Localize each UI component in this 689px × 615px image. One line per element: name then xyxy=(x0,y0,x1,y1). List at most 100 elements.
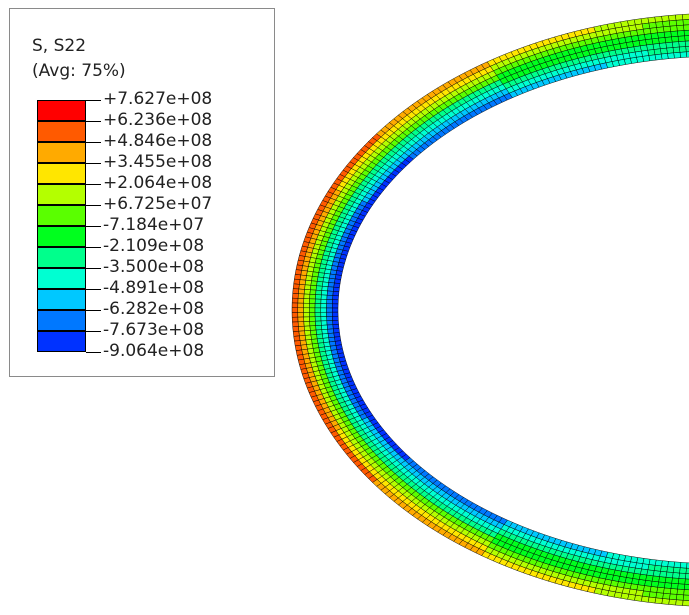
legend-level-label: -7.673e+08 xyxy=(103,322,204,339)
mesh-element xyxy=(293,327,299,332)
mesh-element xyxy=(309,312,315,317)
mesh-element xyxy=(294,279,300,284)
mesh-element xyxy=(327,291,333,296)
mesh-element xyxy=(293,284,299,289)
mesh-element xyxy=(333,324,339,328)
mesh-element xyxy=(323,278,329,283)
mesh-element xyxy=(299,284,305,289)
mesh-element xyxy=(676,20,683,26)
legend-swatch xyxy=(37,226,86,247)
mesh-element xyxy=(332,308,338,312)
legend-tick xyxy=(86,226,101,227)
mesh-element xyxy=(654,49,661,55)
legend-level-label: -9.064e+08 xyxy=(103,343,204,360)
mesh-element xyxy=(659,43,666,49)
mesh-element xyxy=(649,592,657,598)
legend-tick xyxy=(86,289,101,290)
mesh-element xyxy=(328,333,334,338)
mesh-element xyxy=(310,330,316,335)
mesh-element xyxy=(306,339,312,344)
mesh-element xyxy=(332,300,338,304)
mesh-element xyxy=(316,290,322,295)
mesh-element xyxy=(666,42,673,48)
mesh-element xyxy=(305,285,311,290)
mesh-element xyxy=(667,567,674,573)
mesh-element xyxy=(298,317,304,322)
legend-swatch xyxy=(37,142,86,163)
mesh-element xyxy=(294,274,300,279)
mesh-element xyxy=(304,312,310,317)
mesh-element xyxy=(674,52,681,58)
mesh-element xyxy=(315,308,321,312)
mesh-element xyxy=(304,289,310,294)
legend-tick xyxy=(86,310,101,311)
mesh-element xyxy=(664,583,671,589)
mesh-element xyxy=(663,593,671,599)
ring-mesh xyxy=(292,13,689,607)
mesh-element xyxy=(656,592,664,598)
mesh-element xyxy=(328,329,334,334)
legend-tick xyxy=(86,142,101,143)
mesh-element xyxy=(667,48,674,54)
mesh-element xyxy=(677,31,684,37)
mesh-element xyxy=(657,32,664,38)
legend-swatch xyxy=(37,247,86,268)
mesh-element xyxy=(327,304,333,308)
mesh-element xyxy=(298,312,304,317)
legend-level-label: +6.236e+08 xyxy=(103,112,212,129)
mesh-element xyxy=(305,280,311,285)
mesh-element xyxy=(298,326,304,331)
mesh-element xyxy=(332,312,338,316)
mesh-element xyxy=(672,573,679,579)
legend-level-label: +6.725e+07 xyxy=(103,196,212,213)
mesh-element xyxy=(293,289,299,294)
mesh-element xyxy=(321,304,327,308)
mesh-element xyxy=(322,286,328,291)
mesh-element xyxy=(310,285,316,290)
mesh-element xyxy=(333,328,339,333)
mesh-element xyxy=(321,295,327,300)
mesh-element xyxy=(651,581,659,587)
legend-level-label: -6.282e+08 xyxy=(103,301,204,318)
mesh-element xyxy=(292,322,298,327)
mesh-element xyxy=(670,26,677,32)
legend-level-label: -7.184e+07 xyxy=(103,217,204,234)
mesh-element xyxy=(332,316,338,320)
mesh-element xyxy=(321,299,327,303)
legend-tick xyxy=(86,331,101,332)
mesh-element xyxy=(294,336,300,341)
mesh-element xyxy=(300,340,306,345)
mesh-element xyxy=(652,38,659,44)
mesh-element xyxy=(316,286,322,291)
mesh-element xyxy=(658,37,665,43)
mesh-element xyxy=(333,287,339,292)
mesh-element xyxy=(315,312,321,316)
mesh-element xyxy=(657,587,665,593)
mesh-element xyxy=(650,586,658,592)
mesh-element xyxy=(298,289,304,294)
mesh-element xyxy=(669,599,677,605)
mesh-element xyxy=(684,590,689,596)
mesh-element xyxy=(652,576,659,582)
mesh-element xyxy=(665,37,672,43)
legend-swatch xyxy=(37,268,86,289)
mesh-element xyxy=(305,330,311,335)
mesh-element xyxy=(676,594,683,600)
mesh-element xyxy=(299,335,305,340)
mesh-element xyxy=(660,571,667,577)
mesh-element xyxy=(315,299,321,304)
mesh-element xyxy=(301,270,308,275)
mesh-element xyxy=(315,321,321,326)
mesh-element xyxy=(310,326,316,331)
mesh-element xyxy=(321,312,327,316)
mesh-element xyxy=(328,287,334,292)
mesh-element xyxy=(298,322,304,327)
mesh-element xyxy=(655,560,662,566)
mesh-element xyxy=(672,578,679,584)
mesh-element xyxy=(309,317,315,322)
mesh-element xyxy=(678,36,685,42)
mesh-element xyxy=(648,17,656,23)
mesh-element xyxy=(662,599,670,605)
mesh-element xyxy=(684,584,689,590)
